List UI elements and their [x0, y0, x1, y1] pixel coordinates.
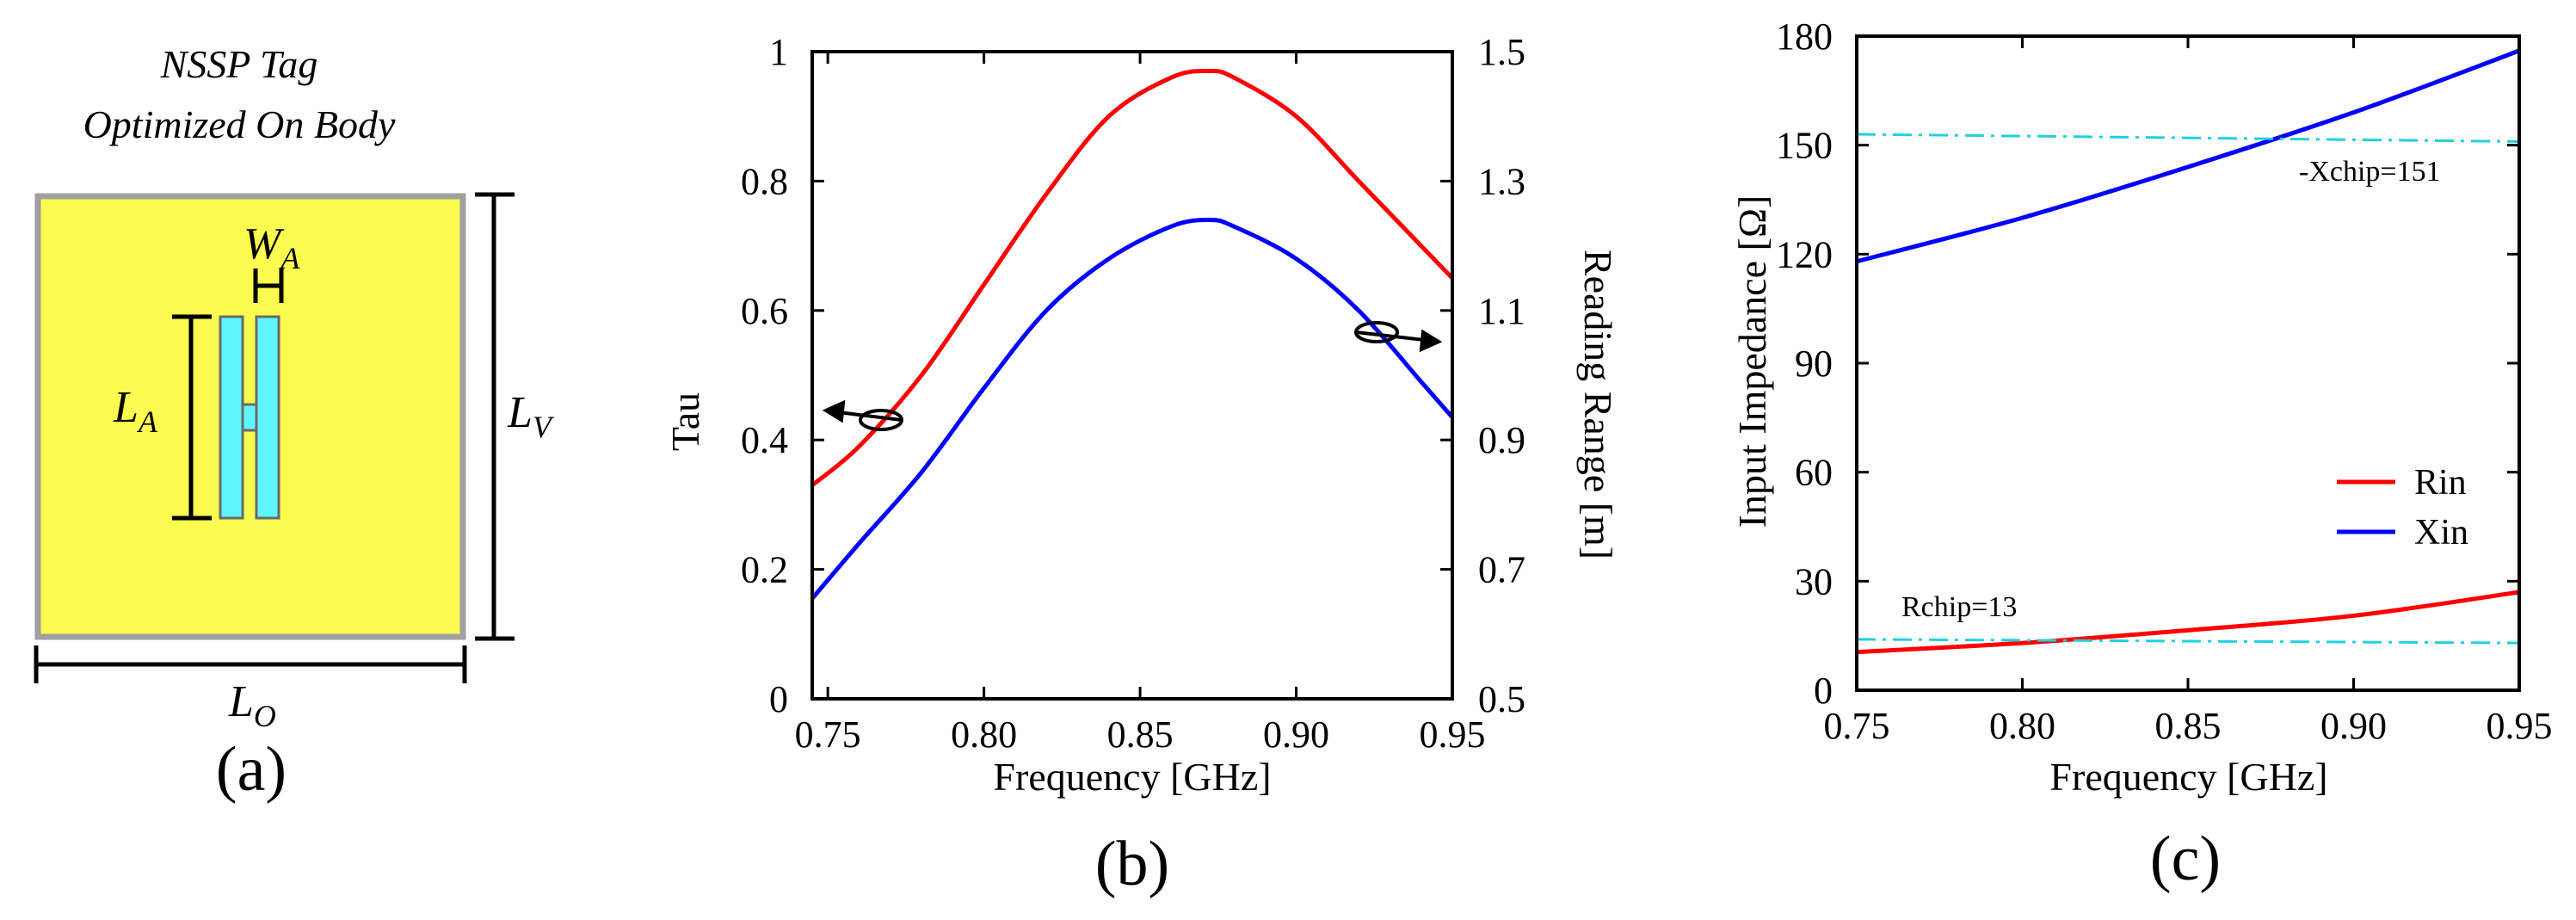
annotation-rchip: Rchip=13	[1901, 591, 2017, 623]
panel-b-y2-ticks: 0.5 0.7 0.9 1.1 1.3 1.5	[1440, 31, 1525, 720]
antenna-right-arm	[255, 315, 280, 520]
panel-c-legend: Rin Xin	[2337, 463, 2468, 553]
panel-b-x-tick-label: 0.90	[1263, 713, 1329, 756]
panel-c-x-tick-label: 0.85	[2155, 705, 2222, 747]
panel-a-label: (a)	[216, 734, 287, 805]
panel-c-x-tick-label: 0.80	[1989, 705, 2055, 747]
panel-b-x-tick-label: 0.95	[1420, 713, 1486, 756]
panel-b-x-tick-label: 0.75	[795, 713, 861, 756]
panel-b-xlabel: Frequency [GHz]	[993, 755, 1271, 799]
panel-b-y-tick-label: 0.2	[741, 549, 788, 591]
panel-b-y-tick-label: 0.4	[741, 419, 788, 461]
lv-dimension	[475, 192, 515, 641]
panel-c-ylabel: Input Impedance [Ω]	[1730, 195, 1774, 528]
legend-rin-label: Rin	[2414, 463, 2467, 503]
panel-b-y2-tick-label: 1.5	[1478, 31, 1525, 73]
label-wa: WA	[243, 219, 300, 275]
label-la: LA	[113, 383, 158, 439]
panel-a-title-line2: Optimized On Body	[83, 102, 396, 146]
panel-b-x-tick-label: 0.85	[1107, 713, 1174, 756]
label-lv: LV	[507, 388, 555, 444]
panel-c-label: (c)	[2150, 824, 2221, 894]
panel-c-xlabel: Frequency [GHz]	[2049, 755, 2327, 799]
lo-dimension	[34, 645, 467, 683]
label-lo: LO	[228, 677, 276, 733]
panel-c-y-tick-label: 90	[1795, 343, 1833, 385]
panel-c-x-ticks: 0.75 0.80 0.85 0.90 0.95	[1824, 36, 2553, 747]
panel-b-x-tick-label: 0.80	[951, 713, 1017, 756]
panel-b-label: (b)	[1095, 829, 1169, 899]
panel-b-y2-tick-label: 0.5	[1478, 678, 1525, 720]
antenna-left-arm	[219, 315, 244, 520]
panel-a-title-line1: NSSP Tag	[160, 42, 318, 86]
series-rin-line	[1856, 590, 2520, 655]
panel-b-y-tick-label: 0.6	[741, 290, 788, 332]
wa-dimension	[253, 269, 284, 303]
panel-a: NSSP Tag Optimized On Body WA LA	[34, 42, 555, 805]
series-tau-line	[810, 69, 1454, 487]
antenna-bridge	[241, 403, 258, 432]
panel-c-x-tick-label: 0.90	[2320, 705, 2387, 747]
panel-c-series	[1856, 48, 2520, 655]
la-dimension	[172, 314, 212, 521]
panel-b-x-ticks: 0.75 0.80 0.85 0.90 0.95	[795, 52, 1486, 756]
panel-b-y-tick-label: 0.8	[741, 160, 788, 202]
range-axis-pointer	[1354, 321, 1443, 353]
annotation-xchip: -Xchip=151	[2299, 156, 2441, 188]
h-antenna	[219, 315, 280, 520]
panel-c-y-tick-label: 180	[1776, 15, 1833, 58]
panel-c-y-tick-label: 150	[1776, 125, 1833, 167]
series-xchip-line	[1856, 133, 2520, 143]
panel-c-y-tick-label: 60	[1795, 452, 1833, 494]
panel-b-y-ticks: 0 0.2 0.4 0.6 0.8 1	[741, 31, 824, 720]
panel-c: 0.75 0.80 0.85 0.90 0.95 0 30 60 90 120 150 180 Fr…	[1730, 15, 2553, 894]
panel-c-y-tick-label: 0	[1814, 670, 1833, 712]
panel-c-y-ticks: 0 30 60 90 120 150 180	[1776, 15, 2519, 712]
panel-c-x-tick-label: 0.75	[1824, 705, 1890, 747]
panel-c-y-tick-label: 30	[1795, 560, 1833, 602]
panel-b-y2-tick-label: 1.3	[1478, 160, 1525, 202]
series-rchip-line	[1856, 638, 2520, 645]
panel-b-frame	[810, 50, 1454, 701]
panel-b-y2label: Reading Range [m]	[1576, 250, 1620, 559]
series-xin-line	[1856, 48, 2520, 264]
legend-xin-label: Xin	[2414, 513, 2468, 553]
panel-b-y2-tick-label: 0.9	[1478, 419, 1525, 461]
panel-b: 0.75 0.80 0.85 0.90 0.95 00.20.40.60.81 0.50…	[663, 31, 1620, 899]
panel-b-series	[810, 69, 1454, 601]
panel-b-y2-tick-label: 1.1	[1478, 290, 1525, 332]
panel-b-y-tick-label: 0	[769, 678, 788, 720]
tau-axis-pointer	[822, 399, 903, 431]
panel-b-y2-tick-label: 0.7	[1478, 549, 1525, 591]
panel-b-ylabel: Tau	[663, 392, 707, 451]
panel-c-x-tick-label: 0.95	[2487, 705, 2553, 747]
series-reading-range-line	[810, 218, 1454, 601]
panel-c-y-tick-label: 120	[1776, 233, 1833, 275]
panel-b-y-tick-label: 1	[769, 31, 788, 73]
